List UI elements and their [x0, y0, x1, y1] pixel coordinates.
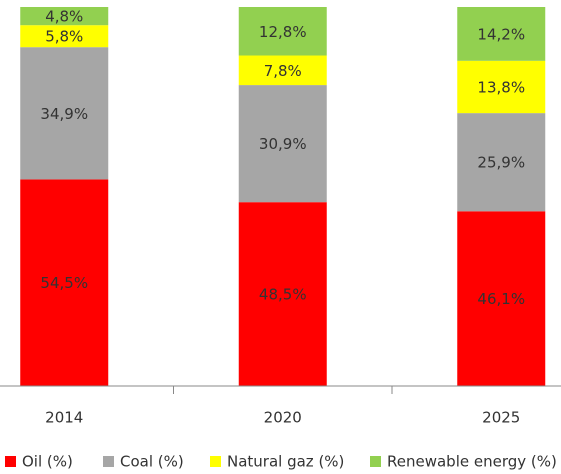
x-tick-label: 2014	[45, 409, 83, 427]
value-label: 14,2%	[477, 25, 525, 43]
value-label: 7,8%	[264, 62, 302, 80]
legend-swatch	[103, 456, 114, 467]
bar-segment	[457, 113, 546, 212]
bar-segment	[20, 25, 109, 48]
bar-segment	[457, 211, 546, 386]
bar-segment	[20, 47, 109, 180]
x-tick-label: 2020	[264, 409, 302, 427]
bar-segment	[20, 7, 109, 26]
value-label: 12,8%	[259, 23, 307, 41]
bar-segment	[457, 60, 546, 114]
bar-segment	[238, 85, 327, 203]
value-label: 13,8%	[477, 78, 525, 96]
bar-segment	[20, 179, 109, 386]
value-label: 5,8%	[45, 28, 83, 46]
legend-label: Natural gaz (%)	[227, 453, 344, 471]
value-label: 34,9%	[40, 105, 88, 123]
legend-label: Renewable energy (%)	[387, 453, 557, 471]
value-label: 25,9%	[477, 154, 525, 172]
legend-label: Coal (%)	[120, 453, 184, 471]
legend-swatch	[5, 456, 16, 467]
legend-swatch	[370, 456, 381, 467]
value-label: 46,1%	[477, 290, 525, 308]
bar-segment	[238, 7, 327, 56]
bar-segment	[457, 7, 546, 61]
legend-swatch	[210, 456, 221, 467]
legend-label: Oil (%)	[22, 453, 73, 471]
x-tick-label: 2025	[482, 409, 520, 427]
value-label: 30,9%	[259, 135, 307, 153]
value-label: 54,5%	[40, 274, 88, 292]
value-label: 4,8%	[45, 8, 83, 26]
bar-segment	[238, 55, 327, 86]
value-label: 48,5%	[259, 286, 307, 304]
bar-segment	[238, 202, 327, 386]
